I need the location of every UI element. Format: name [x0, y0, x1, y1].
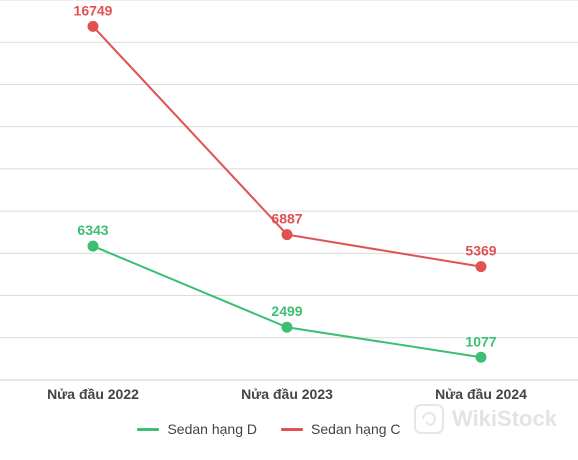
legend-label-sedan-d: Sedan hạng D [167, 421, 257, 437]
data-label-sedan-c: 5369 [465, 243, 496, 259]
legend-label-sedan-c: Sedan hạng C [311, 421, 401, 437]
data-label-sedan-d: 1077 [465, 333, 496, 349]
data-point-sedan-c[interactable] [281, 229, 293, 241]
data-labels: 6343 2499 1077 16749 6887 5369 [74, 2, 497, 349]
series-line-sedan-d [92, 245, 482, 359]
x-axis-ticks: Nửa đầu 2022 Nửa đầu 2023 Nửa đầu 2024 [47, 386, 527, 402]
data-point-sedan-d[interactable] [281, 321, 293, 333]
x-tick-label: Nửa đầu 2022 [47, 386, 139, 402]
wikistock-logo-icon [414, 404, 444, 434]
legend: Sedan hạng D Sedan hạng C [0, 421, 538, 437]
data-label-sedan-d: 6343 [77, 222, 108, 238]
legend-item-sedan-c[interactable]: Sedan hạng C [281, 421, 401, 437]
data-label-sedan-d: 2499 [271, 303, 302, 319]
x-tick-label: Nửa đầu 2023 [241, 386, 333, 402]
grid [0, 0, 578, 381]
data-point-sedan-c[interactable] [87, 20, 99, 32]
data-point-sedan-d[interactable] [475, 351, 487, 363]
data-label-sedan-c: 16749 [74, 2, 113, 18]
legend-swatch-sedan-d [137, 427, 160, 431]
series [87, 20, 487, 363]
watermark: WikiStock [414, 404, 557, 434]
data-label-sedan-c: 6887 [271, 211, 302, 227]
legend-swatch-sedan-c [281, 427, 303, 431]
x-tick-label: Nửa đầu 2024 [435, 386, 527, 402]
data-point-sedan-c[interactable] [475, 261, 487, 273]
legend-item-sedan-d[interactable]: Sedan hạng D [137, 421, 257, 437]
data-point-sedan-d[interactable] [87, 240, 99, 252]
watermark-text: WikiStock [452, 406, 557, 431]
